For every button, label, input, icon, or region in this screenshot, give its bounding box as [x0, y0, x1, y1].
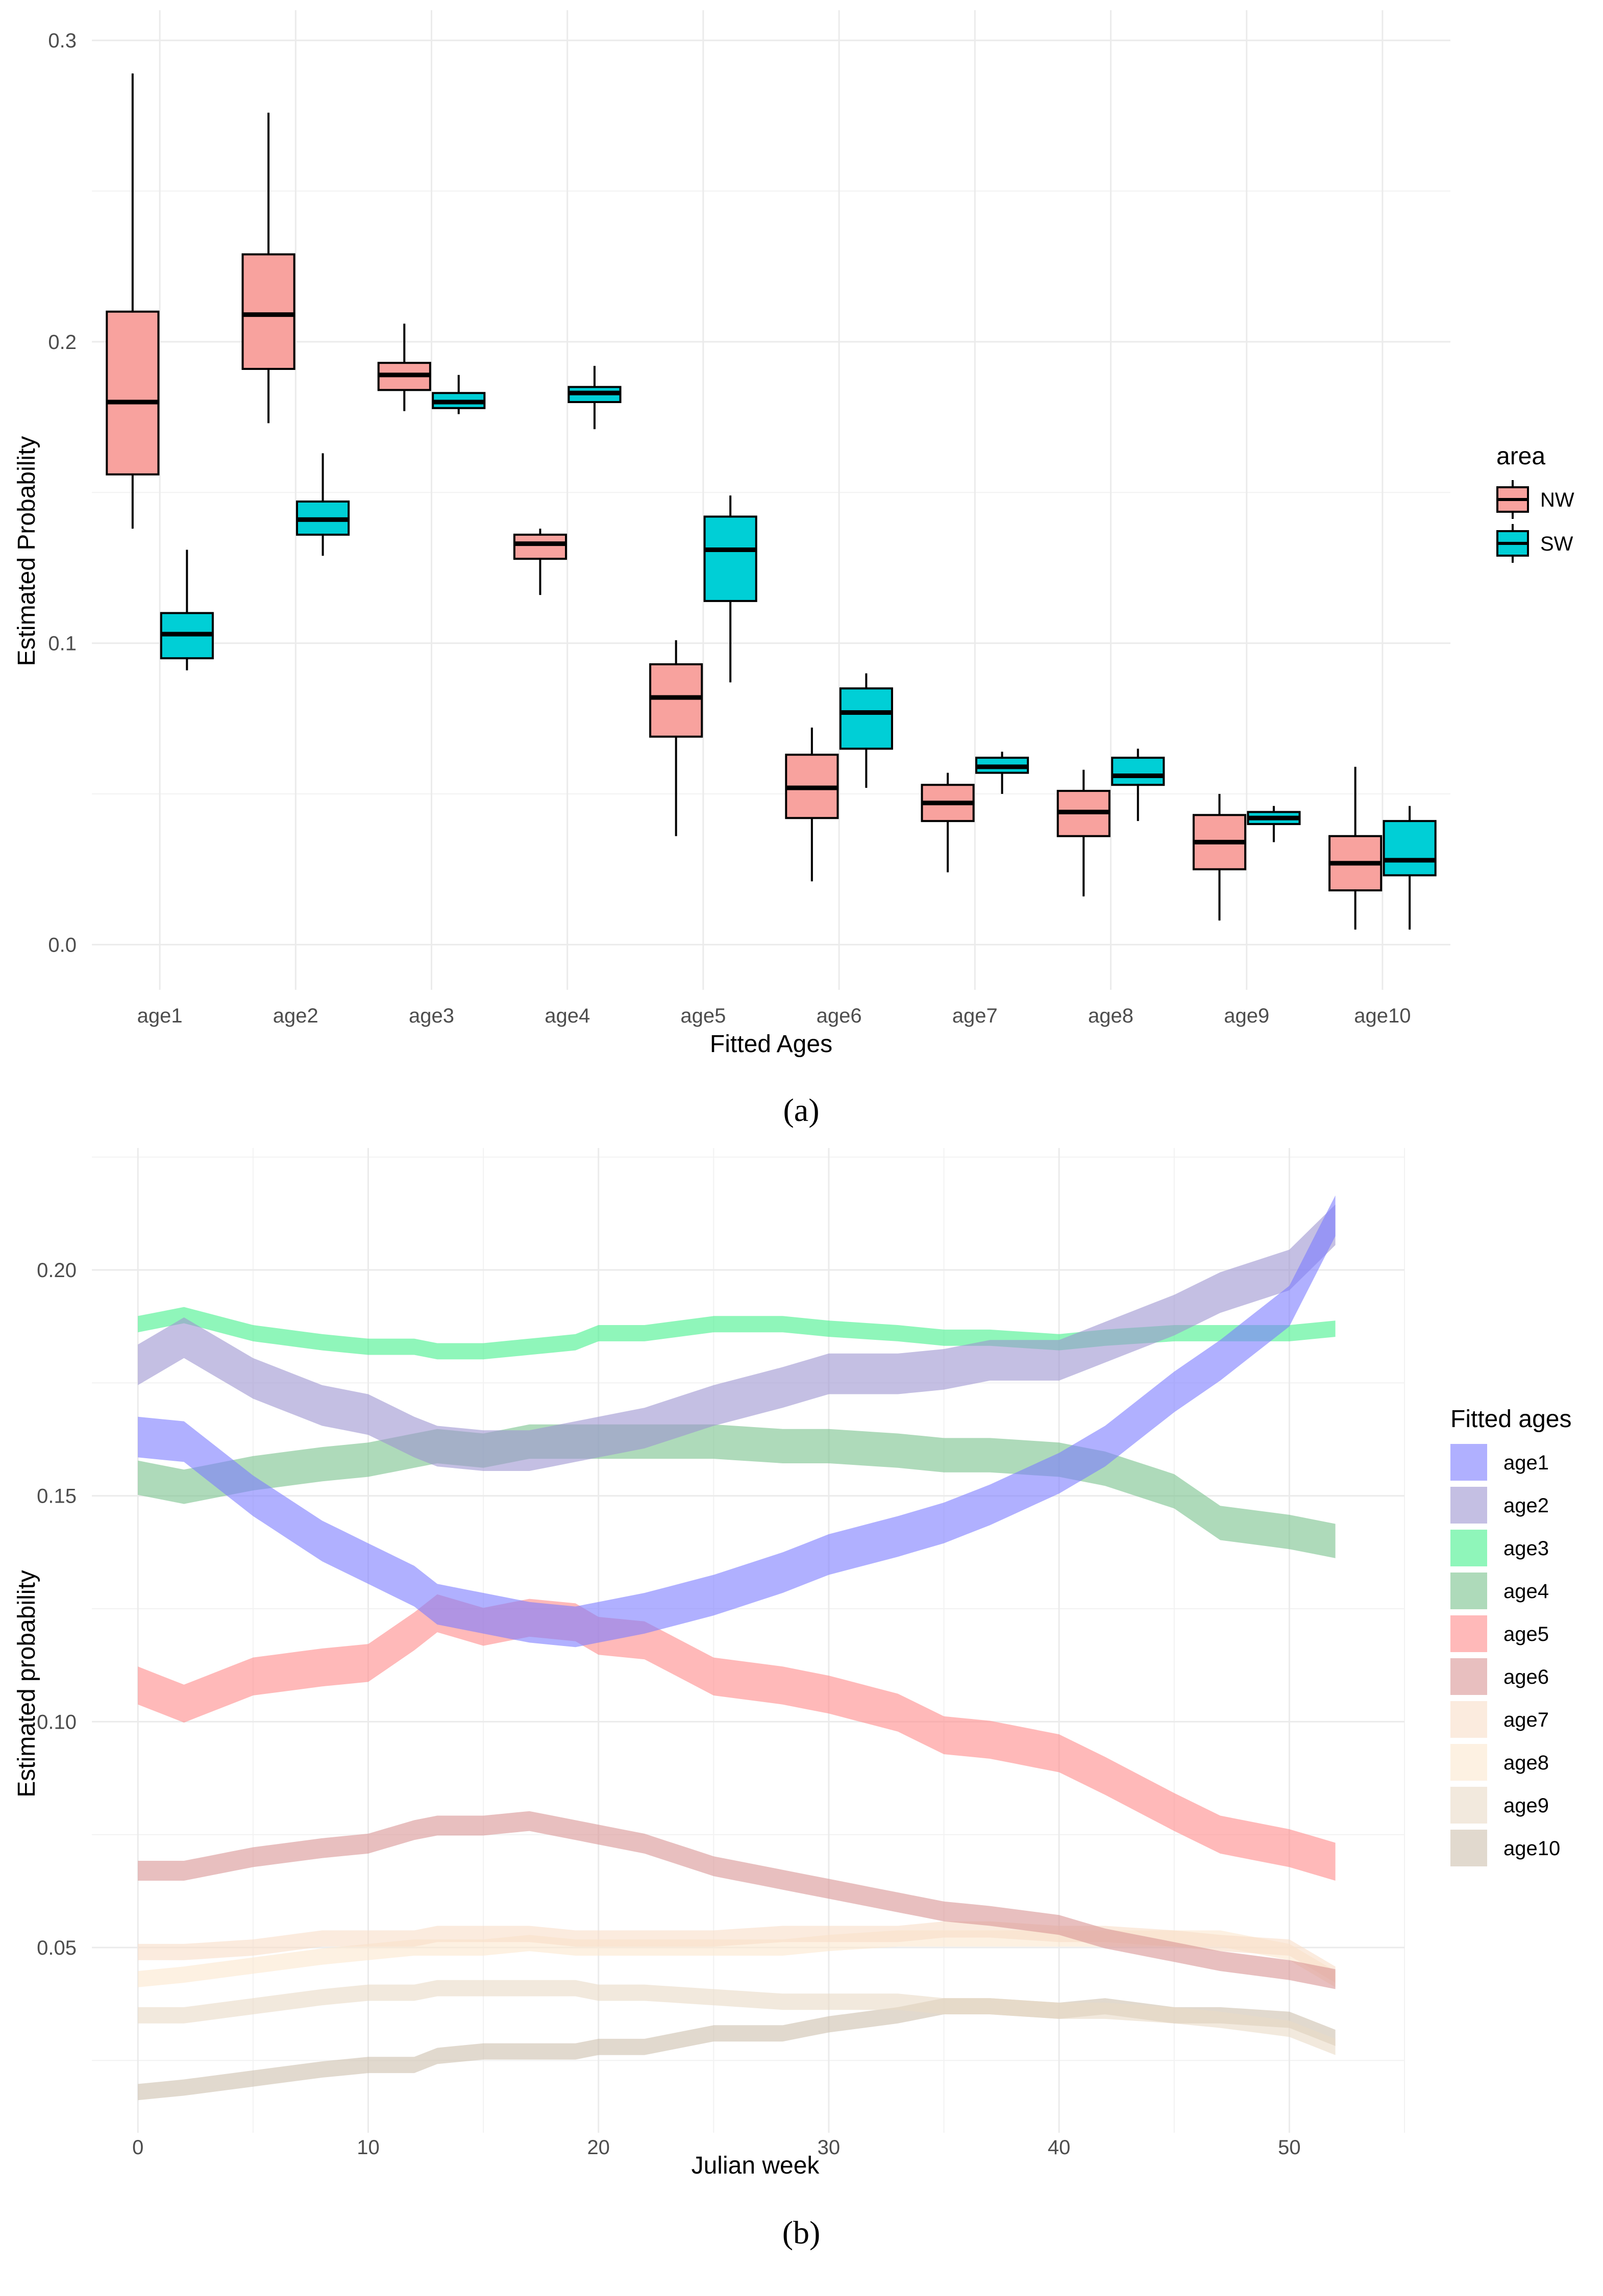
box-NW-age5: [649, 663, 703, 738]
legend-key-age1: [1450, 1444, 1487, 1481]
x-tick-label: age6: [817, 1005, 862, 1027]
panel-a-legend-title: area: [1496, 443, 1545, 470]
legend-label-age2: age2: [1503, 1494, 1549, 1517]
y-tick-label: 0.2: [48, 331, 77, 354]
ribbon-age10: [138, 1998, 1336, 2101]
x-tick-label: 30: [818, 2136, 841, 2159]
legend-label-age6: age6: [1503, 1666, 1549, 1688]
panel-b-legend: Fitted ages age1 age2 age3 age4 age5 age6 age7…: [1450, 1406, 1571, 1866]
panel-b-ribbon-chart: 0.05 0.10 0.15 0.20 0 10 20 30 40 50 Julian week…: [13, 1148, 1571, 2251]
legend-key-age8: [1450, 1744, 1487, 1781]
x-tick-label: age4: [545, 1005, 590, 1027]
ribbon-age2: [138, 1204, 1336, 1471]
legend-key-age4: [1450, 1573, 1487, 1609]
panel-a-y-ticks: 0.0 0.1 0.2 0.3: [48, 30, 77, 956]
x-tick-label: 40: [1048, 2136, 1071, 2159]
y-tick-label: 0.10: [37, 1711, 77, 1733]
y-tick-label: 0.1: [48, 633, 77, 655]
box-NW-age1: [106, 310, 160, 476]
panel-b-x-ticks: 0 10 20 30 40 50: [132, 2136, 1301, 2159]
x-tick-label: 20: [587, 2136, 610, 2159]
panel-b-y-axis-title: Estimated probability: [13, 1570, 40, 1798]
y-tick-label: 0.05: [37, 1937, 77, 1959]
legend-label-age9: age9: [1503, 1794, 1549, 1817]
legend-key-age2: [1450, 1487, 1487, 1524]
panel-a-legend: area NW SW: [1496, 443, 1574, 563]
x-tick-label: age10: [1354, 1005, 1411, 1027]
legend-key-age5: [1450, 1615, 1487, 1652]
ribbon-age9: [138, 1980, 1336, 2055]
legend-label-NW: NW: [1540, 489, 1574, 511]
x-tick-label: 50: [1278, 2136, 1301, 2159]
ribbon-age5: [138, 1594, 1336, 1881]
x-tick-label: age1: [137, 1005, 183, 1027]
box-SW-age5: [703, 515, 757, 602]
panel-b-legend-title: Fitted ages: [1450, 1406, 1571, 1433]
panel-b-ribbons: [138, 1195, 1336, 2101]
legend-label-age8: age8: [1503, 1752, 1549, 1774]
panel-b-x-axis-title: Julian week: [692, 2152, 820, 2179]
panel-a-boxplot: 0.00.10.20.3 age1 age2 age3 age4 age5 age6 age…: [13, 10, 1574, 1128]
x-tick-label: age7: [952, 1005, 998, 1027]
y-tick-label: 0.0: [48, 934, 77, 956]
legend-key-age9: [1450, 1787, 1487, 1824]
y-tick-label: 0.20: [37, 1259, 77, 1282]
x-tick-label: age5: [680, 1005, 726, 1027]
x-tick-label: age3: [409, 1005, 454, 1027]
legend-label-age10: age10: [1503, 1837, 1560, 1860]
y-tick-label: 0.15: [37, 1485, 77, 1508]
legend-key-age6: [1450, 1658, 1487, 1695]
box-NW-age4: [513, 533, 568, 560]
legend-label-SW: SW: [1540, 533, 1573, 555]
legend-label-age1: age1: [1503, 1452, 1549, 1474]
box-SW-age8: [1111, 757, 1165, 786]
panel-a-y-axis-title: Estimated Probability: [13, 436, 40, 666]
panel-b-legend-items: age1 age2 age3 age4 age5 age6 age7 age8 age9 age1…: [1450, 1444, 1560, 1866]
ribbon-age7: [138, 1921, 1336, 1983]
panel-a-label: (a): [783, 1092, 819, 1128]
x-tick-label: age2: [273, 1005, 318, 1027]
box-NW-age2: [241, 253, 295, 370]
legend-label-age4: age4: [1503, 1580, 1549, 1603]
y-tick-label: 0.3: [48, 30, 77, 52]
panel-a-boxes: [106, 73, 1437, 930]
ribbon-age8: [138, 1930, 1336, 1987]
panel-a-legend-items: NW SW: [1496, 480, 1574, 563]
x-tick-label: 10: [357, 2136, 380, 2159]
box-SW-age6: [839, 687, 893, 750]
x-tick-label: age9: [1224, 1005, 1269, 1027]
x-tick-label: 0: [132, 2136, 143, 2159]
legend-key-age10: [1450, 1830, 1487, 1866]
legend-key-age3: [1450, 1530, 1487, 1566]
legend-label-age3: age3: [1503, 1537, 1549, 1560]
box-SW-age10: [1383, 820, 1437, 877]
legend-key-age7: [1450, 1701, 1487, 1738]
panel-a-grid: [92, 10, 1450, 990]
legend-label-age5: age5: [1503, 1623, 1549, 1645]
panel-a-x-ticks: age1 age2 age3 age4 age5 age6 age7 age8 age9 age1…: [137, 1005, 1411, 1027]
panel-b-label: (b): [782, 2214, 821, 2251]
legend-label-age7: age7: [1503, 1709, 1549, 1731]
x-tick-label: age8: [1088, 1005, 1133, 1027]
panel-a-x-axis-title: Fitted Ages: [710, 1031, 832, 1058]
panel-b-y-ticks: 0.05 0.10 0.15 0.20: [37, 1259, 77, 1959]
